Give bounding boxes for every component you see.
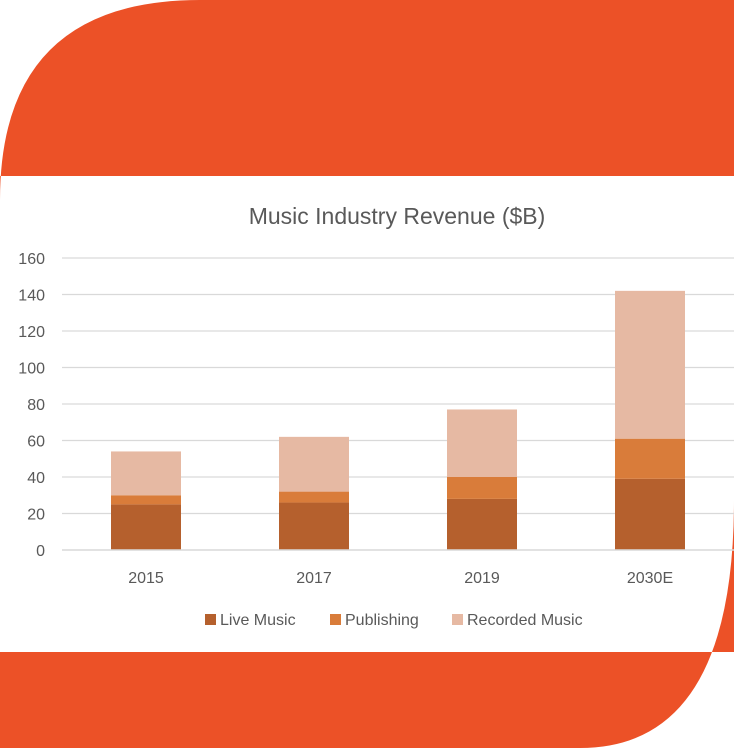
x-tick-label: 2015 xyxy=(128,570,164,587)
legend-swatch xyxy=(205,614,216,625)
bar-segment-recorded-music xyxy=(279,436,349,492)
bar-segment-publishing xyxy=(447,477,517,499)
bar-segment-live-music xyxy=(111,504,181,550)
bar-segment-publishing xyxy=(111,495,181,505)
y-tick-label: 160 xyxy=(18,251,45,268)
legend: Live Music Publishing Recorded Music xyxy=(205,612,583,629)
legend-item-recorded-music: Recorded Music xyxy=(452,612,583,629)
legend-item-publishing: Publishing xyxy=(330,612,419,629)
y-tick-label: 20 xyxy=(27,507,45,524)
x-tick-label: 2017 xyxy=(296,570,332,587)
legend-label: Recorded Music xyxy=(467,612,583,629)
bar-segment-publishing xyxy=(615,438,685,479)
y-tick-label: 0 xyxy=(36,543,45,560)
bar-segment-live-music xyxy=(447,498,517,550)
y-tick-label: 100 xyxy=(18,361,45,378)
x-axis-tick-labels: 2015 2017 2019 2030E xyxy=(128,570,673,587)
legend-label: Live Music xyxy=(220,612,296,629)
bar-stack-2015 xyxy=(111,451,181,550)
bar-segment-publishing xyxy=(279,491,349,503)
top-accent-band xyxy=(0,0,734,200)
y-tick-label: 140 xyxy=(18,288,45,305)
bottom-accent-band xyxy=(0,500,734,748)
x-tick-label: 2030E xyxy=(627,570,673,587)
y-tick-label: 60 xyxy=(27,434,45,451)
legend-item-live-music: Live Music xyxy=(205,612,296,629)
bar-stack-2030e xyxy=(615,290,685,550)
bar-segment-live-music xyxy=(279,502,349,550)
y-axis-tick-labels: 0 20 40 60 80 100 120 140 160 xyxy=(18,251,45,560)
bar-segment-recorded-music xyxy=(111,451,181,496)
x-tick-label: 2019 xyxy=(464,570,500,587)
bar-stack-2017 xyxy=(279,436,349,550)
y-tick-label: 120 xyxy=(18,324,45,341)
bar-segment-recorded-music xyxy=(447,409,517,477)
bar-stacks xyxy=(111,290,685,550)
chart-title: Music Industry Revenue ($B) xyxy=(249,203,546,229)
bar-stack-2019 xyxy=(447,409,517,550)
legend-label: Publishing xyxy=(345,612,419,629)
y-tick-label: 40 xyxy=(27,470,45,487)
bar-segment-live-music xyxy=(615,478,685,550)
legend-swatch xyxy=(330,614,341,625)
legend-swatch xyxy=(452,614,463,625)
bar-segment-recorded-music xyxy=(615,290,685,439)
y-tick-label: 80 xyxy=(27,397,45,414)
